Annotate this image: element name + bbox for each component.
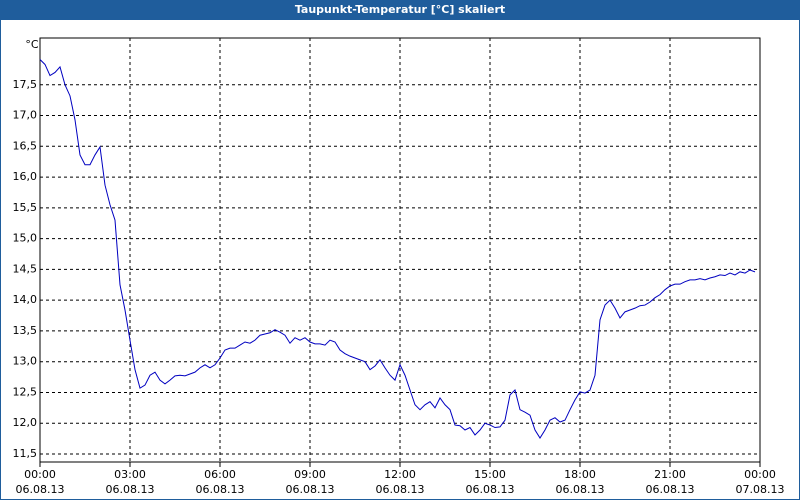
x-tick-date: 06.08.13 bbox=[16, 483, 65, 496]
y-tick-label: 14,0 bbox=[13, 293, 38, 306]
y-tick-label: 16,0 bbox=[13, 170, 38, 183]
data-line bbox=[39, 59, 756, 439]
y-tick-label: 17,0 bbox=[13, 109, 38, 122]
x-tick-label: 00:00 bbox=[24, 468, 56, 481]
x-tick-label: 15:00 bbox=[474, 468, 506, 481]
plot-border bbox=[39, 37, 761, 463]
y-tick-label: 12,5 bbox=[13, 385, 38, 398]
y-tick-label: 13,5 bbox=[13, 324, 38, 337]
x-tick-label: 18:00 bbox=[564, 468, 596, 481]
x-tick-date: 06.08.13 bbox=[376, 483, 425, 496]
x-tick-label: 00:00 bbox=[744, 468, 776, 481]
x-tick-label: 06:00 bbox=[204, 468, 236, 481]
x-tick-date: 06.08.13 bbox=[466, 483, 515, 496]
y-tick-label: 15,0 bbox=[13, 232, 38, 245]
x-tick-date: 06.08.13 bbox=[646, 483, 695, 496]
x-tick-date: 06.08.13 bbox=[106, 483, 155, 496]
x-tick-date: 07.08.13 bbox=[736, 483, 785, 496]
y-tick-label: 12,0 bbox=[13, 416, 38, 429]
y-tick-label: 13,0 bbox=[13, 355, 38, 368]
y-tick-label: 16,5 bbox=[13, 139, 38, 152]
x-tick-label: 09:00 bbox=[294, 468, 326, 481]
x-tick-date: 06.08.13 bbox=[556, 483, 605, 496]
y-tick-label: 14,5 bbox=[13, 262, 38, 275]
x-tick-date: 06.08.13 bbox=[196, 483, 245, 496]
y-unit: °C bbox=[25, 38, 39, 51]
y-tick-label: 15,5 bbox=[13, 201, 38, 214]
x-tick-label: 03:00 bbox=[114, 468, 146, 481]
x-tick-date: 06.08.13 bbox=[286, 483, 335, 496]
y-tick-label: 17,5 bbox=[13, 78, 38, 91]
x-tick-label: 21:00 bbox=[654, 468, 686, 481]
chart-title: Taupunkt-Temperatur [°C] skaliert bbox=[295, 3, 505, 16]
x-tick-label: 12:00 bbox=[384, 468, 416, 481]
title-bar bbox=[0, 0, 800, 20]
y-tick-label: 11,5 bbox=[13, 447, 38, 460]
